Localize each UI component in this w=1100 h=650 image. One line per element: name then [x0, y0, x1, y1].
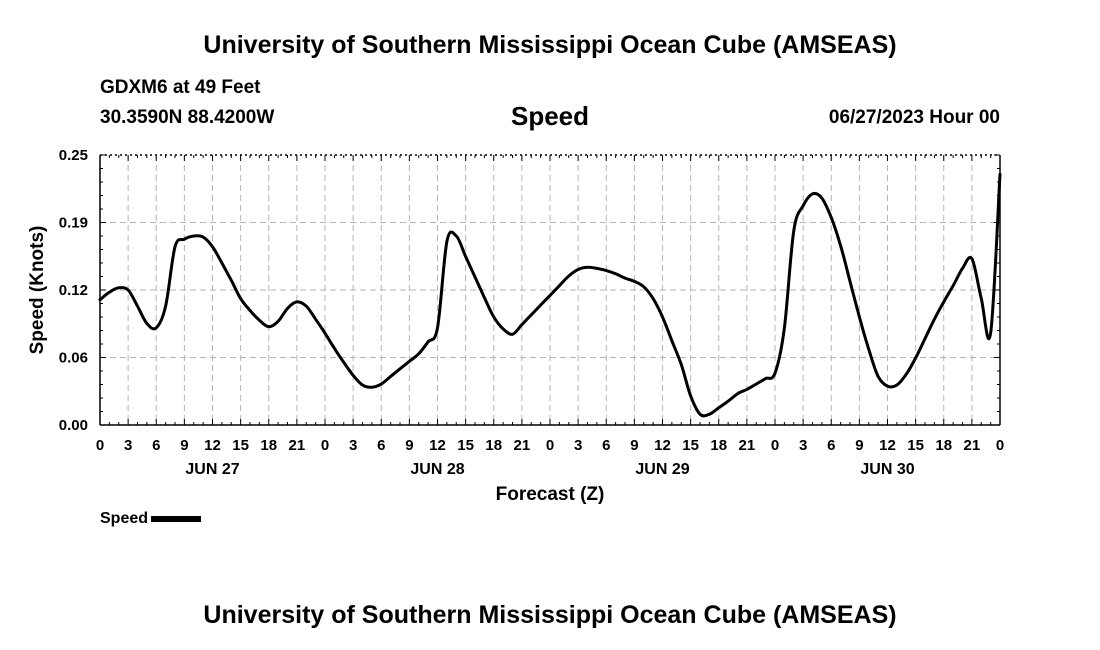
x-tick-label: 15	[457, 437, 474, 454]
y-axis-title: Speed (Knots)	[27, 226, 48, 355]
x-tick-label: 18	[710, 437, 727, 454]
x-tick-label: 18	[485, 437, 502, 454]
legend-swatch	[151, 516, 202, 522]
x-tick-label: 3	[799, 437, 807, 454]
tick-marks	[99, 154, 1001, 426]
y-tick-label: 0.12	[59, 282, 88, 299]
x-tick-label: 18	[935, 437, 952, 454]
x-tick-label: 9	[855, 437, 863, 454]
chart-header-title: University of Southern Mississippi Ocean…	[203, 31, 897, 59]
x-tick-label: 15	[907, 437, 924, 454]
y-tick-label: 0.06	[59, 350, 88, 367]
x-tick-label: 9	[405, 437, 413, 454]
x-tick-label: 21	[289, 437, 306, 454]
x-tick-label: 21	[739, 437, 756, 454]
day-label: JUN 27	[185, 461, 239, 478]
legend: Speed	[100, 510, 202, 528]
x-tick-label: 12	[429, 437, 446, 454]
station-label: GDXM6 at 49 Feet	[100, 77, 261, 98]
x-tick-label: 0	[96, 437, 104, 454]
coordinates-label: 30.3590N 88.4200W	[100, 107, 275, 128]
grid-lines	[100, 155, 1000, 425]
x-tick-label: 18	[260, 437, 277, 454]
chart-title: Speed	[510, 101, 590, 131]
x-tick-label: 0	[321, 437, 329, 454]
x-tick-label: 15	[682, 437, 699, 454]
x-tick-label: 0	[546, 437, 554, 454]
chart-footer-title: University of Southern Mississippi Ocean…	[203, 601, 897, 629]
speed-series-line	[98, 172, 1002, 418]
x-tick-label: 12	[204, 437, 221, 454]
day-label: JUN 29	[635, 461, 689, 478]
day-label: JUN 30	[860, 461, 914, 478]
x-tick-label: 6	[377, 437, 385, 454]
x-tick-label: 15	[232, 437, 249, 454]
x-tick-label: 6	[827, 437, 835, 454]
x-tick-label: 9	[630, 437, 638, 454]
x-axis-title: Forecast (Z)	[496, 484, 605, 505]
y-tick-label: 0.00	[59, 417, 88, 434]
x-tick-label: 3	[124, 437, 132, 454]
y-tick-label: 0.25	[59, 147, 88, 164]
x-tick-label: 0	[996, 437, 1004, 454]
y-tick-label: 0.19	[59, 215, 88, 232]
legend-label: Speed	[100, 510, 149, 527]
x-tick-label: 0	[771, 437, 779, 454]
x-tick-label: 6	[152, 437, 160, 454]
x-tick-label: 12	[654, 437, 671, 454]
forecast-datetime: 06/27/2023 Hour 00	[828, 107, 1000, 128]
x-tick-label: 12	[879, 437, 896, 454]
x-tick-label: 9	[180, 437, 188, 454]
x-tick-label: 6	[602, 437, 610, 454]
x-tick-label: 3	[574, 437, 582, 454]
x-tick-label: 21	[964, 437, 981, 454]
x-tick-label: 21	[514, 437, 531, 454]
day-label: JUN 28	[410, 461, 464, 478]
x-tick-label: 3	[349, 437, 357, 454]
tick-labels: 0 3 6 9 12 15 18 21 0 3 6 9 12 15 18 21 0 3 6 9 12 15 18 21 0 3 6 9…	[59, 147, 1004, 478]
